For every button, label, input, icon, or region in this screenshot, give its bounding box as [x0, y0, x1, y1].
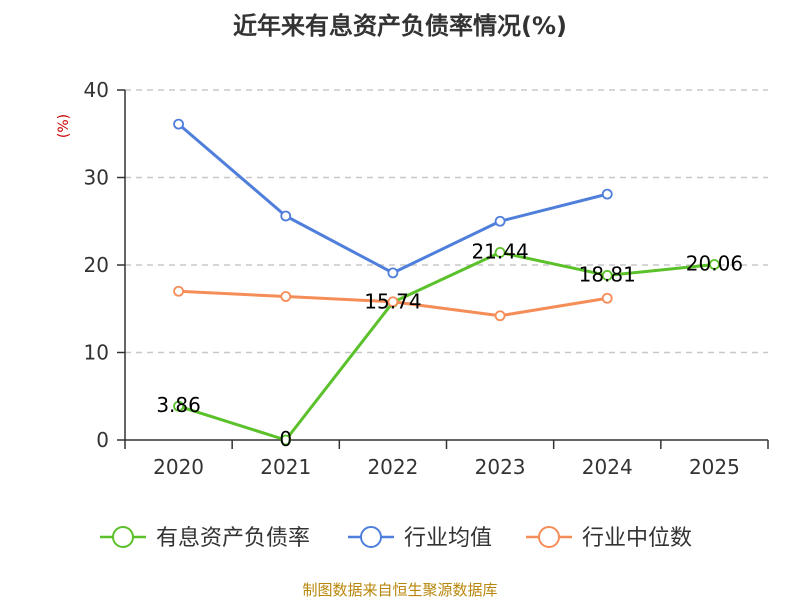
x-tick-label-2024: 2024	[582, 455, 633, 479]
y-tick-label: 20	[84, 253, 109, 277]
data-point	[280, 291, 292, 302]
data-labels: 3.86 0 15.74 21.44 18.81 20.06	[156, 239, 743, 451]
x-tick-label-2020: 2020	[153, 455, 204, 479]
data-point	[280, 210, 292, 222]
y-tick-label: 10	[84, 341, 109, 365]
data-label-2025: 20.06	[686, 251, 743, 275]
data-point	[387, 296, 399, 308]
data-point	[494, 215, 506, 227]
axes: 0 10 20 30 40 2020 2021 2022 2023 2024 2025	[84, 78, 769, 479]
y-tick-label: 40	[84, 78, 109, 102]
legend-label-1: 行业均值	[404, 526, 492, 551]
data-point	[280, 434, 292, 446]
source-note: 制图数据来自恒生聚源数据库	[302, 581, 497, 599]
legend-marker	[360, 526, 382, 548]
data-point	[494, 310, 506, 322]
grid	[125, 89, 768, 354]
legend-marker	[538, 526, 560, 548]
x-tick-label-2022: 2022	[367, 455, 418, 479]
y-axis-unit: (%)	[56, 114, 72, 138]
y-tick-label: 0	[96, 428, 109, 452]
x-tick-label-2025: 2025	[689, 455, 740, 479]
legend-label-0: 有息资产负债率	[156, 526, 310, 551]
data-label-2024: 18.81	[579, 262, 636, 286]
x-tick-label-2023: 2023	[475, 455, 526, 479]
series	[173, 118, 720, 446]
data-point	[173, 400, 184, 412]
data-point	[173, 118, 184, 130]
data-point	[494, 246, 506, 258]
chart-title: 近年来有息资产负债率情况(%)	[233, 12, 567, 40]
data-point	[387, 267, 399, 279]
data-label-2021: 0	[279, 427, 292, 451]
data-point	[601, 188, 613, 200]
legend: 有息资产负债率 行业均值 行业中位数	[100, 526, 692, 551]
series-line-0	[178, 250, 715, 442]
data-label-2022: 15.74	[364, 289, 421, 313]
data-label-2020: 3.86	[156, 393, 201, 417]
data-point	[601, 270, 613, 281]
data-point	[601, 292, 613, 304]
data-label-2023: 21.44	[471, 239, 528, 263]
series-line-1	[177, 122, 608, 275]
legend-label-2: 行业中位数	[582, 526, 692, 551]
data-point	[709, 259, 720, 270]
data-point	[173, 285, 184, 297]
legend-marker	[112, 526, 134, 548]
y-tick-label: 30	[84, 166, 109, 190]
x-tick-label-2021: 2021	[260, 455, 311, 479]
